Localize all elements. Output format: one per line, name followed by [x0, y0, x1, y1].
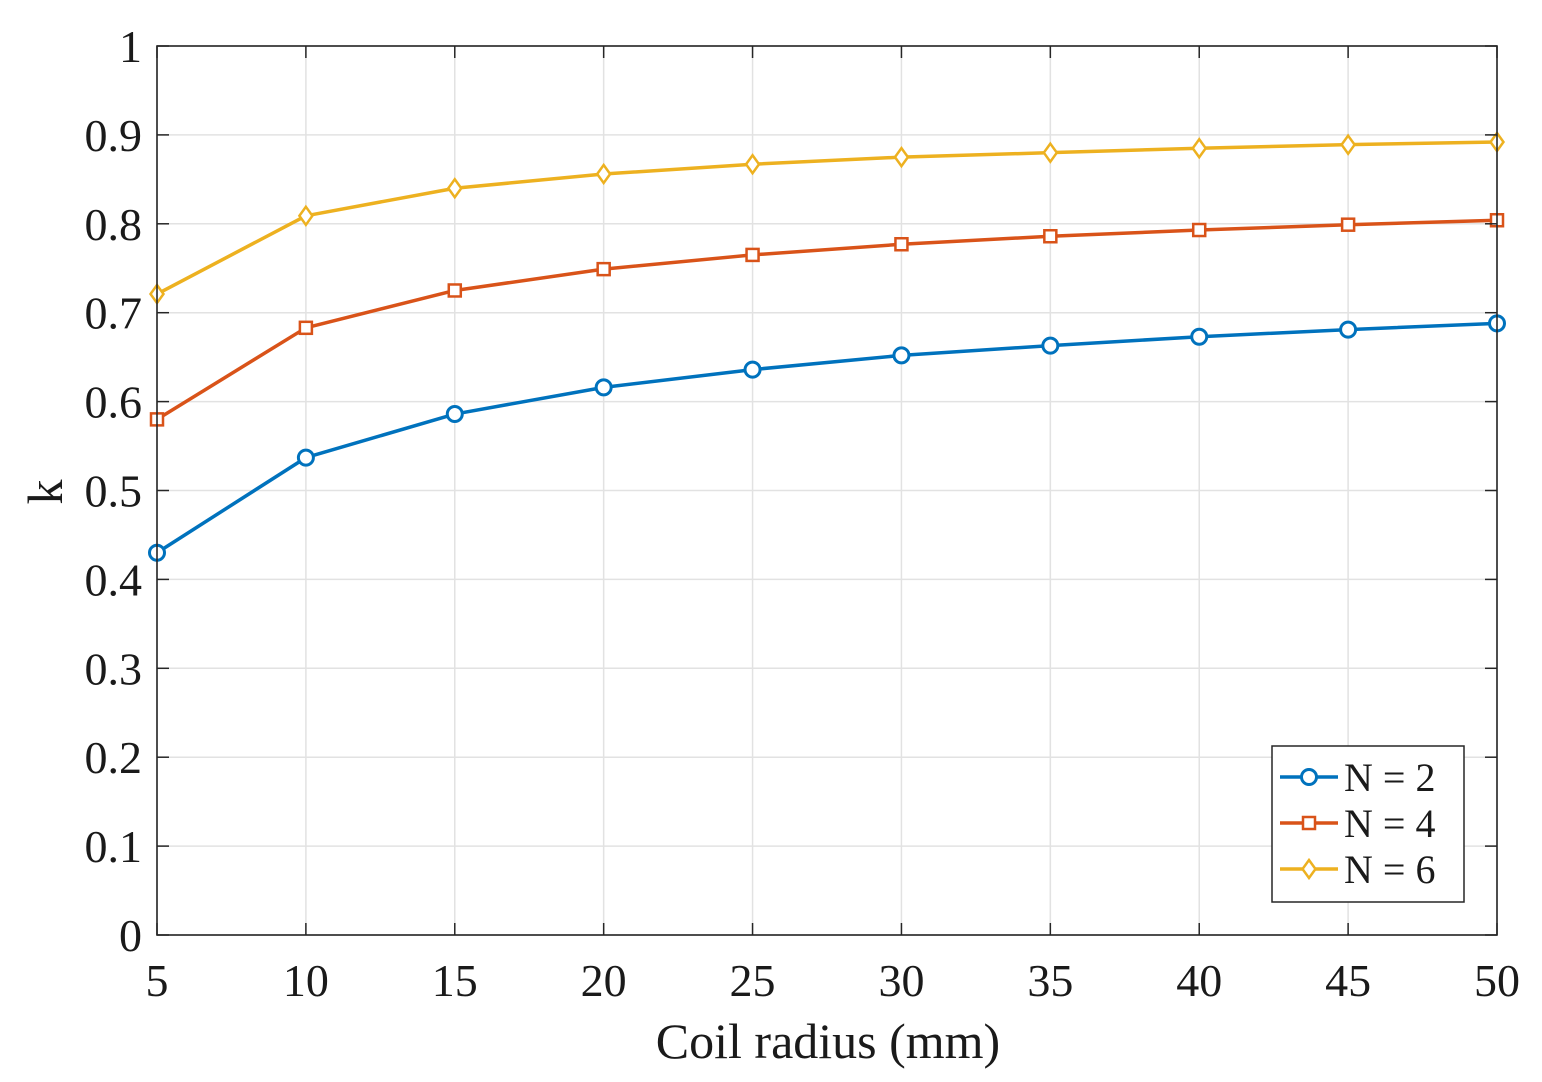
data-point — [894, 236, 909, 252]
data-point — [1042, 141, 1059, 164]
data-point — [447, 283, 463, 298]
y-tick-label: 0.1 — [85, 821, 143, 872]
data-point — [298, 320, 314, 336]
data-point — [446, 177, 463, 200]
x-tick-label: 45 — [1325, 955, 1371, 1006]
x-tick-label: 20 — [581, 955, 627, 1006]
legend-label: N = 4 — [1344, 801, 1435, 846]
legend-item: N = 6 — [1280, 847, 1435, 892]
legend: N = 2N = 4N = 6 — [1271, 745, 1465, 903]
data-point — [596, 261, 611, 277]
series-line — [156, 321, 1498, 555]
series-line — [156, 218, 1498, 421]
x-axis-title: Coil radius (mm) — [656, 1013, 1000, 1069]
legend-marker — [1300, 857, 1318, 881]
data-point — [893, 145, 910, 169]
data-point — [745, 247, 760, 263]
legend-item: N = 2 — [1280, 755, 1435, 800]
data-point — [892, 346, 911, 365]
data-point — [297, 204, 314, 227]
y-tick-labels: 0 0.1 0.2 0.3 0.4 0.5 0.6 0.7 0.8 0.9 1 — [85, 21, 143, 961]
legend-label: N = 2 — [1344, 755, 1435, 800]
data-point — [1041, 336, 1060, 355]
y-tick-label: 0 — [119, 910, 142, 961]
data-point — [1190, 327, 1209, 346]
legend-label: N = 6 — [1344, 847, 1435, 892]
y-tick-label: 1 — [119, 21, 142, 72]
data-point — [1043, 228, 1058, 244]
x-tick-label: 35 — [1027, 955, 1073, 1006]
data-point — [595, 162, 612, 186]
data-point — [1340, 133, 1357, 156]
y-axis-title: k — [17, 480, 73, 505]
x-tick-labels: 5 10 15 20 25 30 35 40 45 50 — [146, 955, 1521, 1006]
plot-frame — [156, 45, 1498, 936]
data-point — [1340, 217, 1356, 232]
x-tick-label: 10 — [283, 955, 329, 1006]
y-tick-label: 0.7 — [85, 288, 143, 339]
y-tick-label: 0.4 — [85, 554, 143, 605]
x-tick-label: 40 — [1176, 955, 1222, 1006]
legend-marker — [1300, 768, 1318, 786]
y-tick-label: 0.5 — [85, 466, 143, 517]
data-point — [743, 360, 762, 379]
y-tick-label: 0.6 — [85, 377, 143, 428]
x-tick-label: 30 — [878, 955, 924, 1006]
y-tick-label: 0.9 — [85, 110, 143, 161]
series-layer — [148, 130, 1506, 562]
x-tick-label: 25 — [730, 955, 776, 1006]
x-tick-label: 5 — [146, 955, 169, 1006]
legend-marker — [1301, 815, 1317, 831]
y-tick-label: 0.3 — [85, 643, 143, 694]
data-point — [296, 448, 315, 467]
series-line — [156, 140, 1498, 296]
data-point — [445, 405, 464, 424]
legend-item: N = 4 — [1280, 801, 1435, 846]
y-tick-label: 0.8 — [85, 199, 143, 250]
data-point — [594, 378, 613, 397]
data-point — [1339, 320, 1358, 339]
x-tick-label: 15 — [432, 955, 478, 1006]
x-tick-label: 50 — [1474, 955, 1520, 1006]
data-point — [1191, 137, 1208, 160]
data-point — [1191, 222, 1207, 238]
data-point — [744, 153, 761, 176]
series-2 — [149, 212, 1505, 427]
series-1 — [148, 314, 1506, 562]
series-3 — [148, 130, 1506, 306]
y-tick-label: 0.2 — [85, 732, 143, 783]
